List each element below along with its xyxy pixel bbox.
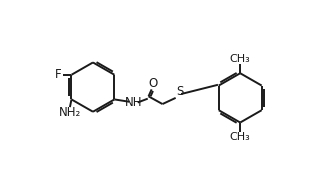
Text: S: S — [176, 85, 184, 98]
Text: CH₃: CH₃ — [230, 54, 251, 64]
Text: NH: NH — [125, 96, 143, 109]
Text: NH₂: NH₂ — [59, 106, 81, 119]
Text: CH₃: CH₃ — [230, 132, 251, 142]
Text: O: O — [148, 77, 158, 90]
Text: F: F — [55, 68, 62, 81]
